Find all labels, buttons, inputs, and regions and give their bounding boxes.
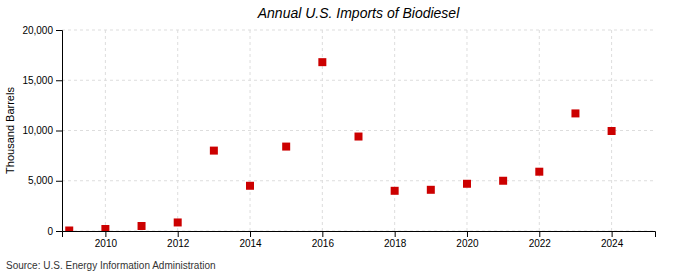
point <box>174 218 182 226</box>
point <box>65 226 73 231</box>
tick-mark <box>395 231 396 237</box>
tick: 2020 <box>456 231 479 249</box>
y-axis: 0 5,000 10,000 15,000 20,000 <box>22 25 62 237</box>
point <box>571 109 579 117</box>
tick-label: 5,000 <box>28 175 53 186</box>
tick-mark <box>539 231 540 237</box>
tick-label: 2020 <box>456 238 479 249</box>
point <box>608 127 616 135</box>
point <box>101 225 109 231</box>
tick-mark <box>250 231 251 237</box>
tick-label: 2016 <box>312 238 335 249</box>
tick-label: 2024 <box>601 238 624 249</box>
source: Source: U.S. Energy Information Administ… <box>6 260 216 271</box>
tick-label: 10,000 <box>22 125 53 136</box>
point <box>210 147 218 155</box>
tick-label: 2014 <box>239 238 262 249</box>
tick-mark <box>612 231 613 237</box>
tick-mark <box>56 181 62 182</box>
y-axis-label: Thousand Barrels <box>4 87 16 174</box>
tick: 0 <box>47 226 62 237</box>
chart: 2010 2012 2014 2016 2018 2020 2022 2024 0 5,000 10… <box>0 0 675 275</box>
tick-label: 15,000 <box>22 75 53 86</box>
tick-mark <box>105 231 106 237</box>
tick: 2014 <box>239 231 262 249</box>
tick-mark <box>56 30 62 31</box>
tick: 5,000 <box>28 175 62 186</box>
grid-line <box>62 180 655 181</box>
tick: 2022 <box>529 231 552 249</box>
point <box>138 222 146 230</box>
tick-label: 2010 <box>95 238 118 249</box>
point <box>246 182 254 190</box>
grid <box>62 30 655 231</box>
tick: 15,000 <box>22 75 62 86</box>
point <box>463 180 471 188</box>
tick-mark <box>178 231 179 237</box>
title: Annual U.S. Imports of Biodiesel <box>257 5 460 21</box>
grid-line <box>62 30 655 31</box>
tick-label: 2012 <box>167 238 190 249</box>
tick-label: 2022 <box>529 238 552 249</box>
tick-label: 20,000 <box>22 25 53 36</box>
points <box>65 58 615 231</box>
tick-mark <box>322 231 323 237</box>
tick-mark <box>56 131 62 132</box>
tick-label: 2018 <box>384 238 407 249</box>
tick: 10,000 <box>22 125 62 136</box>
tick: 2012 <box>167 231 190 249</box>
tick: 2016 <box>312 231 335 249</box>
tick: 2010 <box>95 231 118 249</box>
plot: 2010 2012 2014 2016 2018 2020 2022 2024 0 5,000 10… <box>22 25 655 249</box>
point <box>391 187 399 195</box>
tick: 2024 <box>601 231 624 249</box>
tick-mark <box>56 80 62 81</box>
tick-mark <box>56 231 62 232</box>
point <box>535 168 543 176</box>
point <box>427 186 435 194</box>
point <box>282 143 290 151</box>
tick: 20,000 <box>22 25 62 36</box>
grid-line <box>62 80 655 81</box>
point <box>318 58 326 66</box>
grid-line <box>62 130 655 131</box>
tick-label: 0 <box>47 226 53 237</box>
axis-line <box>63 232 656 238</box>
point <box>499 177 507 185</box>
point <box>355 133 363 141</box>
x-axis: 2010 2012 2014 2016 2018 2020 2022 2024 <box>63 231 656 249</box>
tick-mark <box>467 231 468 237</box>
axis-line <box>56 31 63 232</box>
tick: 2018 <box>384 231 407 249</box>
